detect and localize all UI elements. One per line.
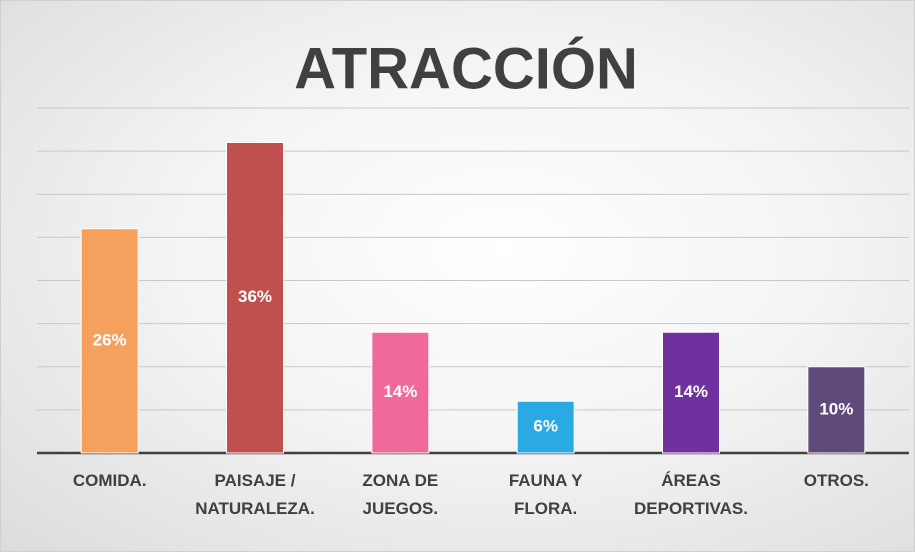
x-tick-label: PAISAJE / NATURALEZA. [195,471,315,518]
x-tick-label: ÁREAS DEPORTIVAS. [634,471,748,518]
x-tick-label: OTROS. [803,471,869,490]
chart-title: ATRACCIÓN [294,36,638,101]
bar [80,228,139,454]
x-tick-label: FAUNA Y FLORA. [508,471,583,518]
bar [371,331,430,454]
x-tick-label: COMIDA. [72,471,147,490]
data-label: 14% [674,382,708,401]
x-tick-label: ZONA DE JUEGOS. [362,471,439,518]
data-label: 14% [383,382,417,401]
bar [807,366,866,454]
bar [226,142,284,454]
data-label: 26% [93,330,127,349]
data-label: 10% [819,399,853,418]
bar [516,400,575,454]
data-label: 6% [533,417,558,436]
bar [662,331,720,454]
data-label: 36% [238,287,272,306]
